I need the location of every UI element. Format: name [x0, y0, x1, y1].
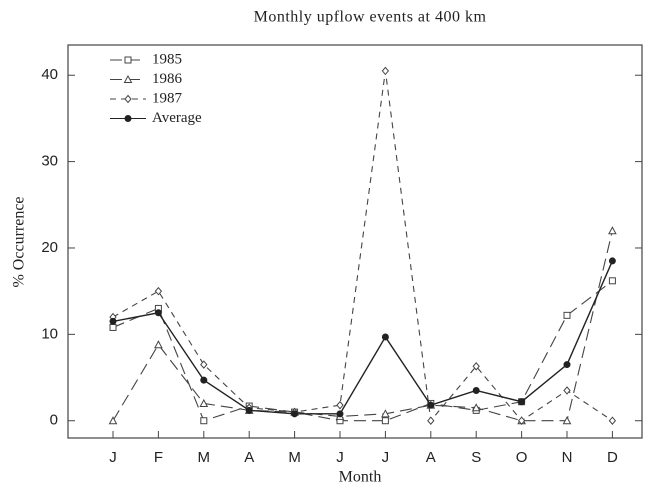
x-axis-label: Month [339, 469, 382, 486]
data-point [381, 66, 390, 76]
data-point [381, 409, 390, 418]
legend-marker [124, 56, 132, 64]
data-point [608, 277, 616, 285]
series-line [112, 70, 613, 423]
data-point [517, 416, 526, 425]
x-tick-label: S [471, 449, 481, 466]
y-tick-label: 10 [41, 325, 58, 342]
data-point [245, 406, 253, 414]
series-line [112, 280, 613, 422]
data-point [154, 286, 163, 296]
data-point [472, 362, 480, 371]
x-tick-label: M [198, 449, 211, 466]
y-tick-label: 30 [41, 153, 58, 170]
x-tick-label: A [244, 449, 254, 466]
data-point [109, 317, 117, 325]
data-point [427, 401, 435, 409]
x-tick-label: F [154, 449, 163, 466]
x-tick-label: O [516, 449, 528, 466]
x-tick-label: A [426, 449, 436, 466]
x-tick-label: J [109, 449, 117, 466]
legend-label: 1987 [152, 90, 183, 106]
x-tick-label: D [607, 449, 618, 466]
data-point [109, 323, 117, 331]
series-line [112, 260, 614, 415]
data-point [108, 416, 118, 425]
data-point [471, 403, 481, 412]
y-tick-label: 0 [50, 412, 58, 429]
chart-title: Monthly upflow events at 400 km [254, 9, 487, 26]
series-line [112, 230, 613, 422]
data-point [154, 340, 163, 349]
x-tick-label: M [288, 449, 301, 466]
data-point [381, 417, 389, 425]
legend-label: 1986 [152, 71, 183, 87]
data-point [608, 257, 616, 265]
data-point [562, 416, 572, 425]
data-point [200, 376, 208, 384]
y-tick-label: 20 [41, 239, 58, 256]
data-point [472, 386, 480, 394]
data-point [336, 400, 344, 410]
x-tick-label: J [382, 449, 390, 466]
data-point [427, 416, 435, 425]
legend-marker [124, 94, 132, 104]
legend-label: Average [152, 110, 202, 126]
data-point [381, 333, 389, 341]
data-point [563, 361, 571, 369]
x-tick-label: N [562, 449, 573, 466]
data-point [200, 360, 208, 369]
data-point [563, 311, 571, 319]
plot-frame [67, 44, 643, 439]
data-point [518, 398, 526, 406]
data-point [154, 309, 162, 317]
data-point [291, 410, 299, 418]
data-point [608, 226, 617, 235]
y-tick-label: 40 [41, 66, 58, 83]
data-point [608, 416, 617, 425]
y-axis-label: % Occurrence [11, 196, 28, 287]
data-point [336, 410, 344, 418]
legend-label: 1985 [152, 51, 182, 67]
data-point [200, 417, 208, 425]
legend-marker [123, 74, 133, 83]
data-point [199, 398, 209, 407]
x-tick-label: J [336, 449, 344, 466]
legend-marker [124, 115, 132, 122]
data-point [563, 386, 571, 395]
